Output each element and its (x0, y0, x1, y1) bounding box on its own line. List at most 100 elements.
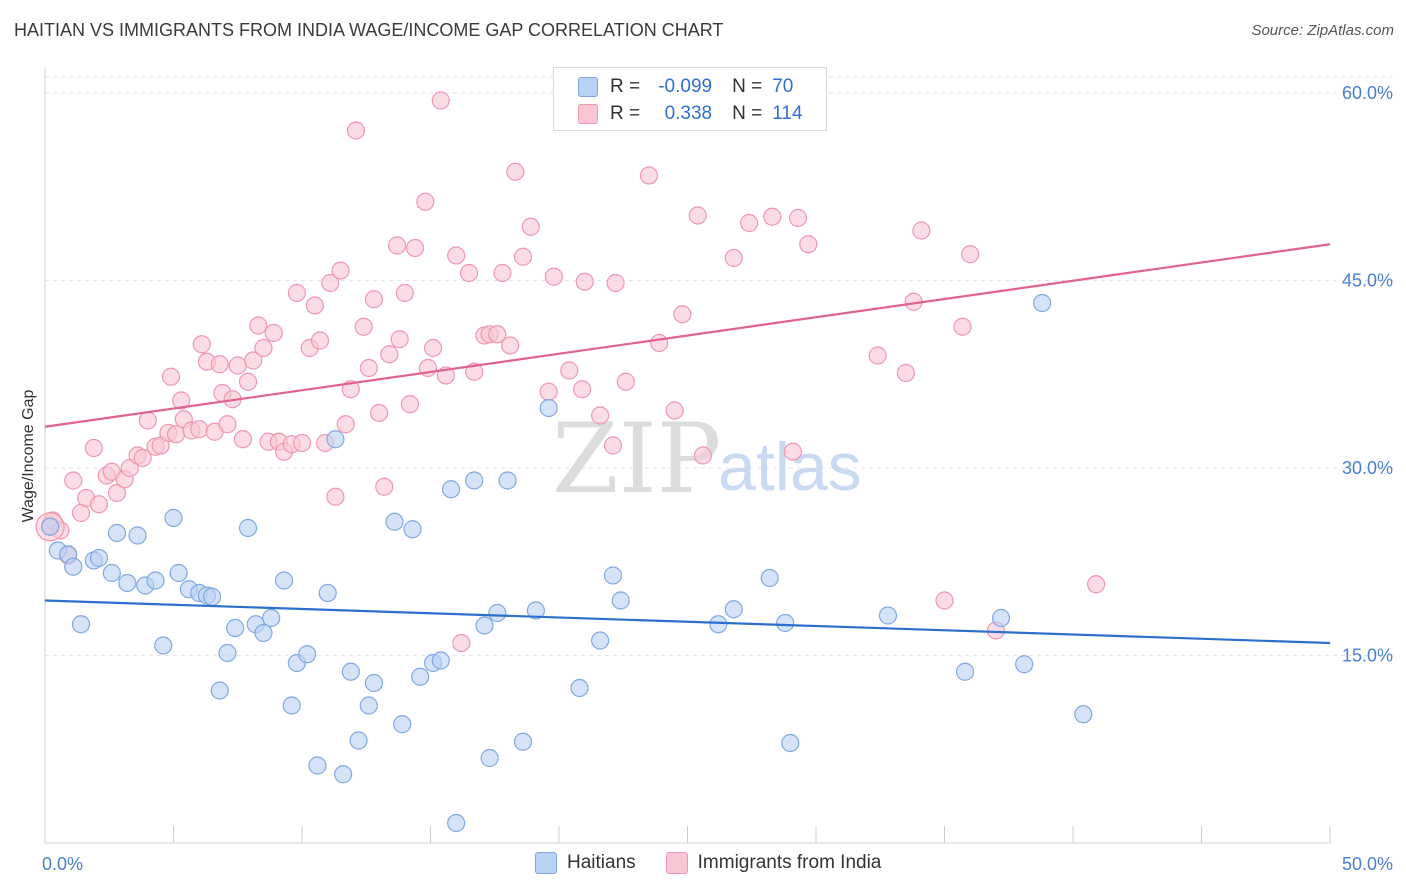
india-point (228, 356, 247, 375)
haitians-point (308, 756, 327, 775)
india-point (346, 121, 366, 140)
india-point (431, 91, 450, 110)
india-point (64, 471, 83, 490)
legend-n-label: N = (732, 76, 763, 97)
watermark-zip: ZIP (552, 403, 721, 515)
x-tick-label: 50.0% (1342, 854, 1393, 874)
india-point (665, 401, 684, 420)
haitians-point (955, 662, 975, 681)
x-tick-label: 0.0% (42, 854, 83, 874)
haitians-point (202, 587, 222, 606)
india-trend-line (44, 243, 1331, 428)
india-point (390, 330, 409, 349)
india-point (326, 487, 345, 506)
india-point (783, 442, 802, 461)
source-credit: Source: ZipAtlas.com (1251, 22, 1394, 39)
haitians-point (1015, 655, 1034, 674)
india-point (264, 323, 283, 343)
haitians-point (465, 471, 484, 490)
haitians-point (349, 731, 368, 750)
haitians-point (274, 571, 294, 590)
india-point (89, 495, 109, 514)
x-tick-labels: 0.0% 50.0% (42, 854, 1393, 874)
india-point (233, 430, 252, 449)
haitians-point (1033, 293, 1052, 313)
india-point (292, 433, 312, 453)
india-point (364, 290, 384, 309)
haitians-point (603, 566, 623, 585)
india-point (560, 361, 579, 380)
india-point (763, 207, 782, 226)
haitians-point (262, 608, 281, 628)
india-point (961, 245, 980, 264)
india-point (501, 336, 520, 355)
india-point (447, 246, 466, 265)
india-point (133, 448, 152, 468)
haitians-point (1074, 705, 1093, 724)
haitians-point (760, 568, 779, 588)
y-tick-label: 45.0% (1342, 271, 1393, 291)
haitians-point (146, 571, 165, 590)
legend-swatch-haitians (535, 852, 557, 874)
india-point (575, 272, 594, 291)
haitians-point (591, 631, 610, 650)
india-point (166, 425, 186, 444)
india-point (375, 477, 394, 496)
haitians-point (334, 765, 353, 784)
haitians-point (326, 430, 345, 449)
legend-swatch-india (578, 104, 598, 124)
haitians-point (480, 748, 499, 768)
y-tick-label: 15.0% (1342, 646, 1393, 666)
india-point (573, 380, 592, 399)
haitians-point (254, 623, 273, 643)
haitians-point (475, 616, 494, 635)
haitians-point (298, 645, 317, 664)
haitians-point (385, 512, 404, 531)
haitians-point (128, 526, 147, 545)
india-point (513, 247, 533, 266)
haitians-point (64, 557, 83, 576)
india-point (336, 415, 355, 434)
y-axis-label: Wage/Income Gap (20, 390, 37, 523)
india-point (218, 415, 237, 434)
india-point (138, 411, 157, 430)
haitians-point (282, 696, 301, 715)
y-tick-label: 30.0% (1342, 458, 1393, 478)
trend-lines (44, 243, 1331, 645)
haitians-trend-line (44, 599, 1331, 645)
haitians-point (164, 508, 183, 528)
haitians-point (611, 591, 630, 610)
haitians-point (71, 615, 91, 634)
india-point (693, 446, 713, 465)
legend-swatch-india (665, 852, 688, 874)
legend-item-haitians[interactable]: Haitians (535, 852, 636, 874)
haitians-point (364, 673, 384, 693)
haitians-point (107, 523, 127, 543)
india-point (740, 213, 759, 233)
haitians-point (878, 606, 898, 625)
haitians-point (431, 651, 450, 670)
india-point (488, 325, 507, 344)
india-point (405, 238, 425, 258)
haitians-point (118, 573, 137, 593)
haitians-point (341, 662, 360, 681)
y-tick-labels: 15.0% 30.0% 45.0% 60.0% (1342, 83, 1393, 666)
haitians-point (526, 601, 545, 620)
haitians-point (41, 517, 60, 536)
legend-n-value: 70 (772, 76, 794, 97)
legend-item-india[interactable]: Immigrants from India (665, 852, 881, 874)
legend-r-value: 0.338 (664, 103, 713, 124)
india-point (799, 235, 818, 254)
legend-row-haitians: R = -0.099 N = 70 (578, 74, 793, 100)
legend-n-value: 114 (772, 103, 803, 124)
haitians-point (570, 678, 589, 698)
haitians-point (102, 563, 121, 583)
legend-label-haitians: Haitians (567, 852, 636, 873)
haitians-point (781, 733, 800, 753)
india-point (244, 351, 263, 370)
axes (44, 68, 1331, 844)
india-point (788, 208, 808, 228)
india-point (192, 335, 211, 354)
india-point (639, 166, 659, 185)
